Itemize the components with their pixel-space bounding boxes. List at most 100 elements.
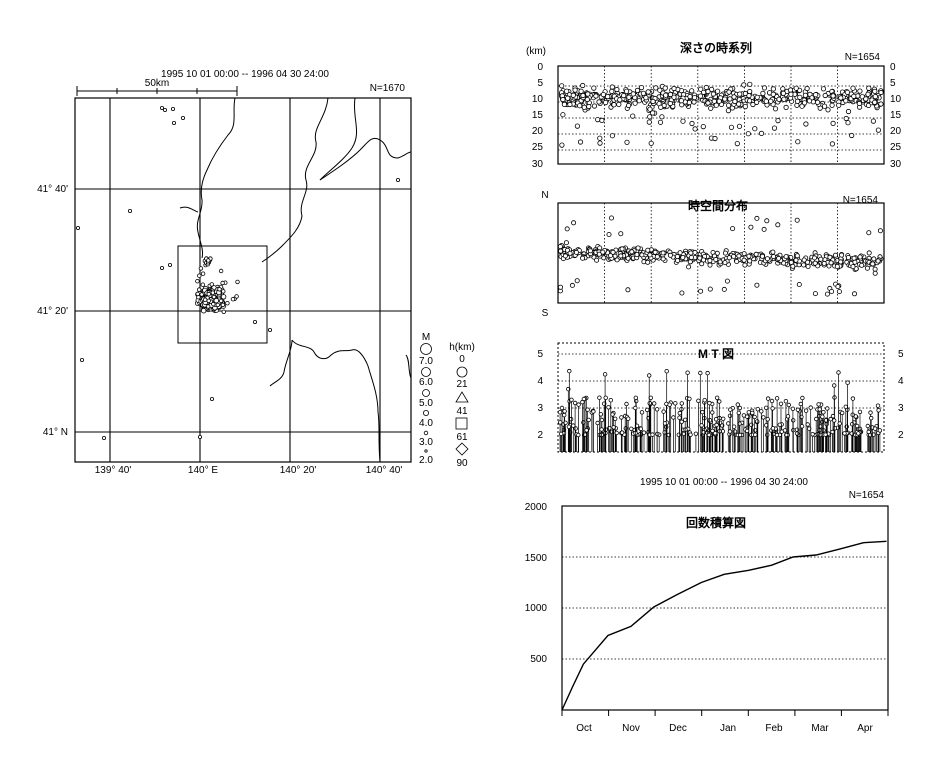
mt-bar-head	[850, 422, 855, 427]
depth-point	[727, 96, 733, 102]
mt-bar-head	[584, 428, 589, 433]
depth-point	[712, 135, 718, 142]
legend-mag-symbol-5	[422, 389, 430, 397]
depth-point	[821, 103, 828, 109]
depth-point	[865, 102, 872, 109]
depth-point	[804, 85, 810, 92]
spacetime-point	[788, 259, 794, 265]
mt-bar-head	[698, 370, 703, 376]
legend-depth-circle-icon	[456, 366, 468, 378]
epicenter-dot	[159, 265, 164, 270]
mt-bar-head	[778, 401, 784, 406]
depth-point	[872, 88, 878, 94]
depth-point	[596, 99, 602, 105]
depth-point	[844, 89, 851, 95]
epicenter-dot	[197, 434, 202, 439]
depth-point	[560, 112, 566, 118]
mt-bar-head	[769, 398, 775, 404]
epicenter-dot	[221, 309, 226, 314]
mt-bar-head	[817, 407, 822, 412]
legend-mag-symbol-4	[422, 409, 429, 416]
depth-point	[845, 108, 852, 115]
spacetime-point	[707, 258, 713, 264]
epicenter-dot	[218, 298, 224, 304]
mt-bar-head	[765, 417, 770, 422]
mt-bar-head	[712, 431, 718, 436]
coastlines	[179, 97, 412, 463]
mt-bar-head	[770, 406, 775, 411]
depth-point	[783, 104, 789, 111]
spacetime-point	[726, 255, 732, 261]
depth-point	[630, 113, 636, 119]
mt-bar-head	[817, 424, 823, 429]
spacetime-point	[647, 252, 653, 258]
depth-point	[657, 119, 664, 125]
depth-point	[623, 88, 630, 94]
mt-bar-head	[638, 426, 644, 431]
cumulative-gridlines	[562, 556, 888, 660]
mt-bar-head	[677, 415, 682, 420]
legend-mag-symbol-6	[421, 367, 431, 377]
spacetime-point	[818, 256, 824, 262]
depth-point	[843, 115, 849, 122]
depth-point	[600, 92, 607, 98]
depth-point	[671, 94, 677, 100]
cumulative-x-ticks	[561, 710, 889, 716]
depth-tick-right: 15	[890, 110, 902, 121]
spacetime-point	[857, 254, 863, 260]
spacetime-point	[686, 264, 692, 270]
epicenter-dot	[200, 282, 205, 287]
mt-bar-head	[727, 429, 733, 434]
legend-depth-diamond-icon	[455, 442, 469, 456]
mt-bar-head	[764, 423, 769, 428]
depth-point	[787, 87, 794, 93]
spacetime-point	[730, 226, 736, 232]
depth-point	[770, 91, 776, 97]
spacetime-point	[674, 254, 680, 260]
spacetime-point	[609, 215, 615, 221]
depth-point	[829, 102, 835, 108]
mt-tick-left: 2	[537, 430, 543, 441]
epicenter-dot	[218, 268, 224, 274]
spacetime-point	[754, 215, 760, 221]
mt-bar-head	[752, 414, 757, 420]
depth-point	[624, 139, 630, 145]
depth-point	[768, 98, 774, 104]
depth-point	[788, 91, 794, 97]
epicenter-dot	[196, 287, 202, 292]
mt-bar-head	[576, 402, 581, 407]
spacetime-point	[667, 252, 673, 258]
depth-point	[806, 98, 813, 104]
spacetime-point	[866, 230, 872, 236]
depth-tick-left: 10	[532, 94, 544, 105]
spacetime-point	[567, 250, 573, 256]
mt-bar-head	[761, 415, 766, 420]
mt-bar-head	[710, 410, 715, 415]
mt-bar-head	[679, 401, 684, 406]
mt-bar-head	[585, 407, 590, 412]
mt-bar-head	[836, 370, 841, 375]
depth-point	[836, 102, 842, 108]
mt-bar-head	[647, 401, 652, 406]
lon-label-140: 140° E	[188, 465, 218, 476]
spacetime-point	[747, 258, 753, 264]
spacetime-point	[771, 254, 777, 260]
epicenter-dot	[206, 258, 211, 263]
mt-bar-head	[821, 410, 826, 415]
mt-bar-head	[824, 421, 829, 427]
depth-point	[872, 99, 878, 105]
spacetime-point	[594, 257, 600, 263]
mt-bar-head	[842, 431, 847, 436]
mt-tick-right: 4	[898, 376, 904, 387]
spacetime-point	[580, 255, 586, 261]
depth-point	[870, 118, 877, 124]
epicenter-dot	[221, 289, 226, 294]
epicenter-dot	[234, 294, 239, 299]
spacetime-count: N=1654	[843, 195, 879, 206]
spacetime-point	[801, 262, 807, 268]
depth-unit: (km)	[526, 46, 546, 57]
epicenter-dot	[267, 327, 272, 332]
depth-point	[872, 94, 878, 100]
spacetime-point	[645, 247, 651, 253]
depth-point	[609, 133, 616, 139]
